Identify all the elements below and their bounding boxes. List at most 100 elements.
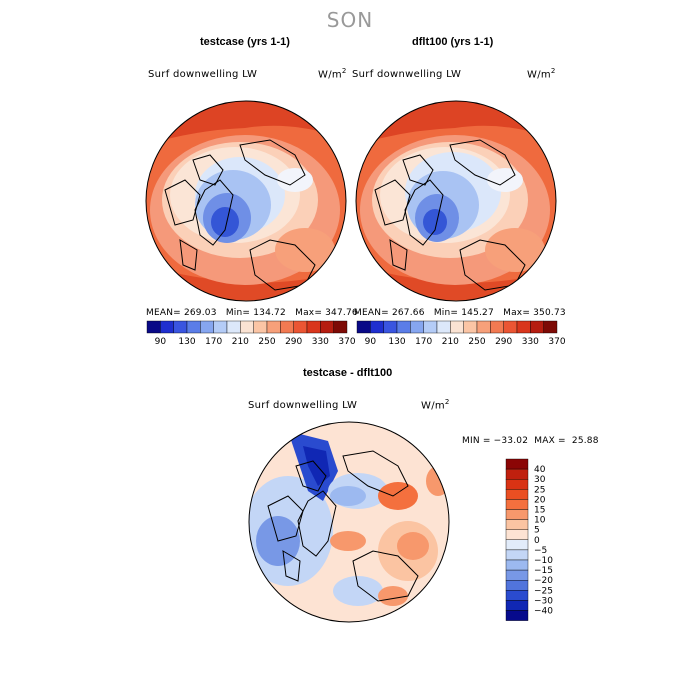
panel3-colorbar-swatch <box>505 549 529 561</box>
panel1-colorbar-tick-label: 90 <box>155 337 167 347</box>
panel2-colorbar-swatch <box>423 320 438 334</box>
panel3-max-label: MAX = <box>534 436 566 446</box>
panel2-colorbar-swatch <box>356 320 371 334</box>
panel2-min: 145.27 <box>461 308 494 318</box>
panel3-colorbar-swatch <box>505 489 529 500</box>
panel3-colorbar-tick-label: −10 <box>534 556 553 566</box>
panel1-colorbar-swatch <box>240 320 254 334</box>
panel3-min: −33.02 <box>493 436 529 446</box>
panel2-colorbar-swatch <box>410 320 424 334</box>
panel3-stats: MIN = −33.02 MAX = 25.88 <box>462 436 599 446</box>
panel3-colorbar-swatch <box>505 539 529 551</box>
panel3-colorbar-tick-label: 0 <box>534 536 540 546</box>
panel3-colorbar-swatch <box>505 509 529 520</box>
panel2-title: dflt100 (yrs 1-1) <box>412 36 494 48</box>
panel2-mean: 267.66 <box>391 308 425 318</box>
panel3-colorbar-tick-label: −5 <box>534 546 547 556</box>
panel1-colorbar-swatch <box>226 320 241 334</box>
panel2-colorbar-tick-label: 90 <box>365 337 377 347</box>
panel3-colorbar-tick-label: −30 <box>534 596 553 606</box>
panel1-colorbar-tick-label: 370 <box>338 337 355 347</box>
panel2-colorbar-swatch <box>370 320 384 334</box>
panel2-colorbar-tick-label: 370 <box>548 337 565 347</box>
panel3-colorbar-swatch <box>505 468 529 480</box>
panel3-colorbar-swatch <box>505 579 529 591</box>
panel3-colorbar-swatch <box>505 600 529 611</box>
panel1-max: 347.76 <box>325 308 358 318</box>
panel1-min-label: Min= <box>225 308 251 318</box>
panel1-colorbar-tick-label: 250 <box>258 337 275 347</box>
panel1-title: testcase (yrs 1-1) <box>200 36 290 48</box>
panel1-polar-map <box>145 100 347 302</box>
panel3-colorbar-tick-label: 5 <box>534 526 540 536</box>
panel3-colorbar-tick-label: −40 <box>534 607 553 617</box>
season-title: SON <box>326 8 374 32</box>
panel1-colorbar-tick-label: 210 <box>232 337 249 347</box>
panel3-colorbar-tick-label: −15 <box>534 566 553 576</box>
panel2-colorbar: 90 130 170 210 250 290 330 370 <box>356 320 566 347</box>
panel3-units: W/m2 <box>421 398 450 412</box>
panel2-colorbar-tick-label: 130 <box>388 337 405 347</box>
panel2-colorbar-swatch <box>530 320 544 334</box>
panel2-colorbar-tick-label: 170 <box>415 337 432 347</box>
panel3-title: testcase - dflt100 <box>303 367 393 379</box>
panel1-max-label: Max= <box>295 308 323 318</box>
panel3-max: 25.88 <box>571 436 599 446</box>
panel2-polar-map <box>355 100 557 302</box>
panel2-colorbar-swatch <box>396 320 411 334</box>
panel1-colorbar-tick-label: 290 <box>285 337 302 347</box>
panel2-colorbar-swatch <box>436 320 451 334</box>
panel1-colorbar-swatch <box>333 320 348 334</box>
panel1-colorbar-swatch <box>280 320 294 334</box>
panel1-colorbar-swatch <box>200 320 214 334</box>
panel1-colorbar-swatch <box>293 320 308 334</box>
panel3-colorbar-swatch <box>505 569 529 581</box>
panel2-stats: MEAN= 267.66 Min= 145.27 Max= 350.73 <box>354 308 566 318</box>
panel2-colorbar-swatch <box>463 320 478 334</box>
panel2-field-label: Surf downwelling LW <box>352 69 462 80</box>
panel2-colorbar-swatch <box>503 320 518 334</box>
panel1-colorbar-tick-label: 130 <box>178 337 195 347</box>
panel3-polar-map <box>248 421 450 623</box>
panel1-mean-label: MEAN= <box>146 308 181 318</box>
panel1-stats: MEAN= 269.03 Min= 134.72 Max= 347.76 <box>146 308 358 318</box>
panel1-field-label: Surf downwelling LW <box>148 69 258 80</box>
panel1-colorbar-swatch <box>173 320 188 334</box>
panel3-colorbar-swatch <box>505 458 529 470</box>
panel3-colorbar-tick-label: 40 <box>534 465 546 475</box>
panel1-colorbar-swatch <box>160 320 174 334</box>
panel1-colorbar-swatch <box>320 320 334 334</box>
panel2-max-label: Max= <box>503 308 531 318</box>
panel1-colorbar-swatch <box>306 320 321 334</box>
panel3-colorbar-swatch <box>505 590 529 601</box>
panel1-colorbar-swatch <box>213 320 228 334</box>
panel1-colorbar-tick-label: 170 <box>205 337 222 347</box>
panel3-colorbar-tick-label: 25 <box>534 485 545 495</box>
panel1-mean: 269.03 <box>183 308 217 318</box>
panel3-min-label: MIN = <box>462 436 491 446</box>
panel1-colorbar-swatch <box>186 320 201 334</box>
panel3-colorbar-swatch <box>505 479 529 490</box>
panel2-max: 350.73 <box>533 308 566 318</box>
panel1-colorbar-swatch <box>253 320 268 334</box>
panel2-units: W/m2 <box>527 67 556 81</box>
panel3-colorbar-tick-label: 20 <box>534 495 546 505</box>
panel2-mean-label: MEAN= <box>354 308 389 318</box>
panel2-colorbar-swatch <box>543 320 558 334</box>
panel3-colorbar-tick-label: 30 <box>534 475 546 485</box>
panel2-colorbar-tick-label: 210 <box>442 337 459 347</box>
panel2-colorbar-swatch <box>490 320 504 334</box>
panel3-colorbar-swatch <box>505 519 529 530</box>
panel3-colorbar-swatch <box>505 559 529 571</box>
panel2-colorbar-tick-label: 330 <box>522 337 539 347</box>
panel3-colorbar-tick-label: 10 <box>534 516 546 526</box>
panel1-colorbar-swatch <box>146 320 161 334</box>
panel3-colorbar-tick-label: −20 <box>534 576 553 586</box>
panel2-min-label: Min= <box>433 308 459 318</box>
panel2-colorbar-swatch <box>383 320 398 334</box>
panel2-colorbar-tick-label: 250 <box>468 337 485 347</box>
panel3-field-label: Surf downwelling LW <box>248 400 358 411</box>
panel3-colorbar-tick-label: 15 <box>534 506 545 516</box>
panel1-colorbar-tick-label: 330 <box>312 337 329 347</box>
